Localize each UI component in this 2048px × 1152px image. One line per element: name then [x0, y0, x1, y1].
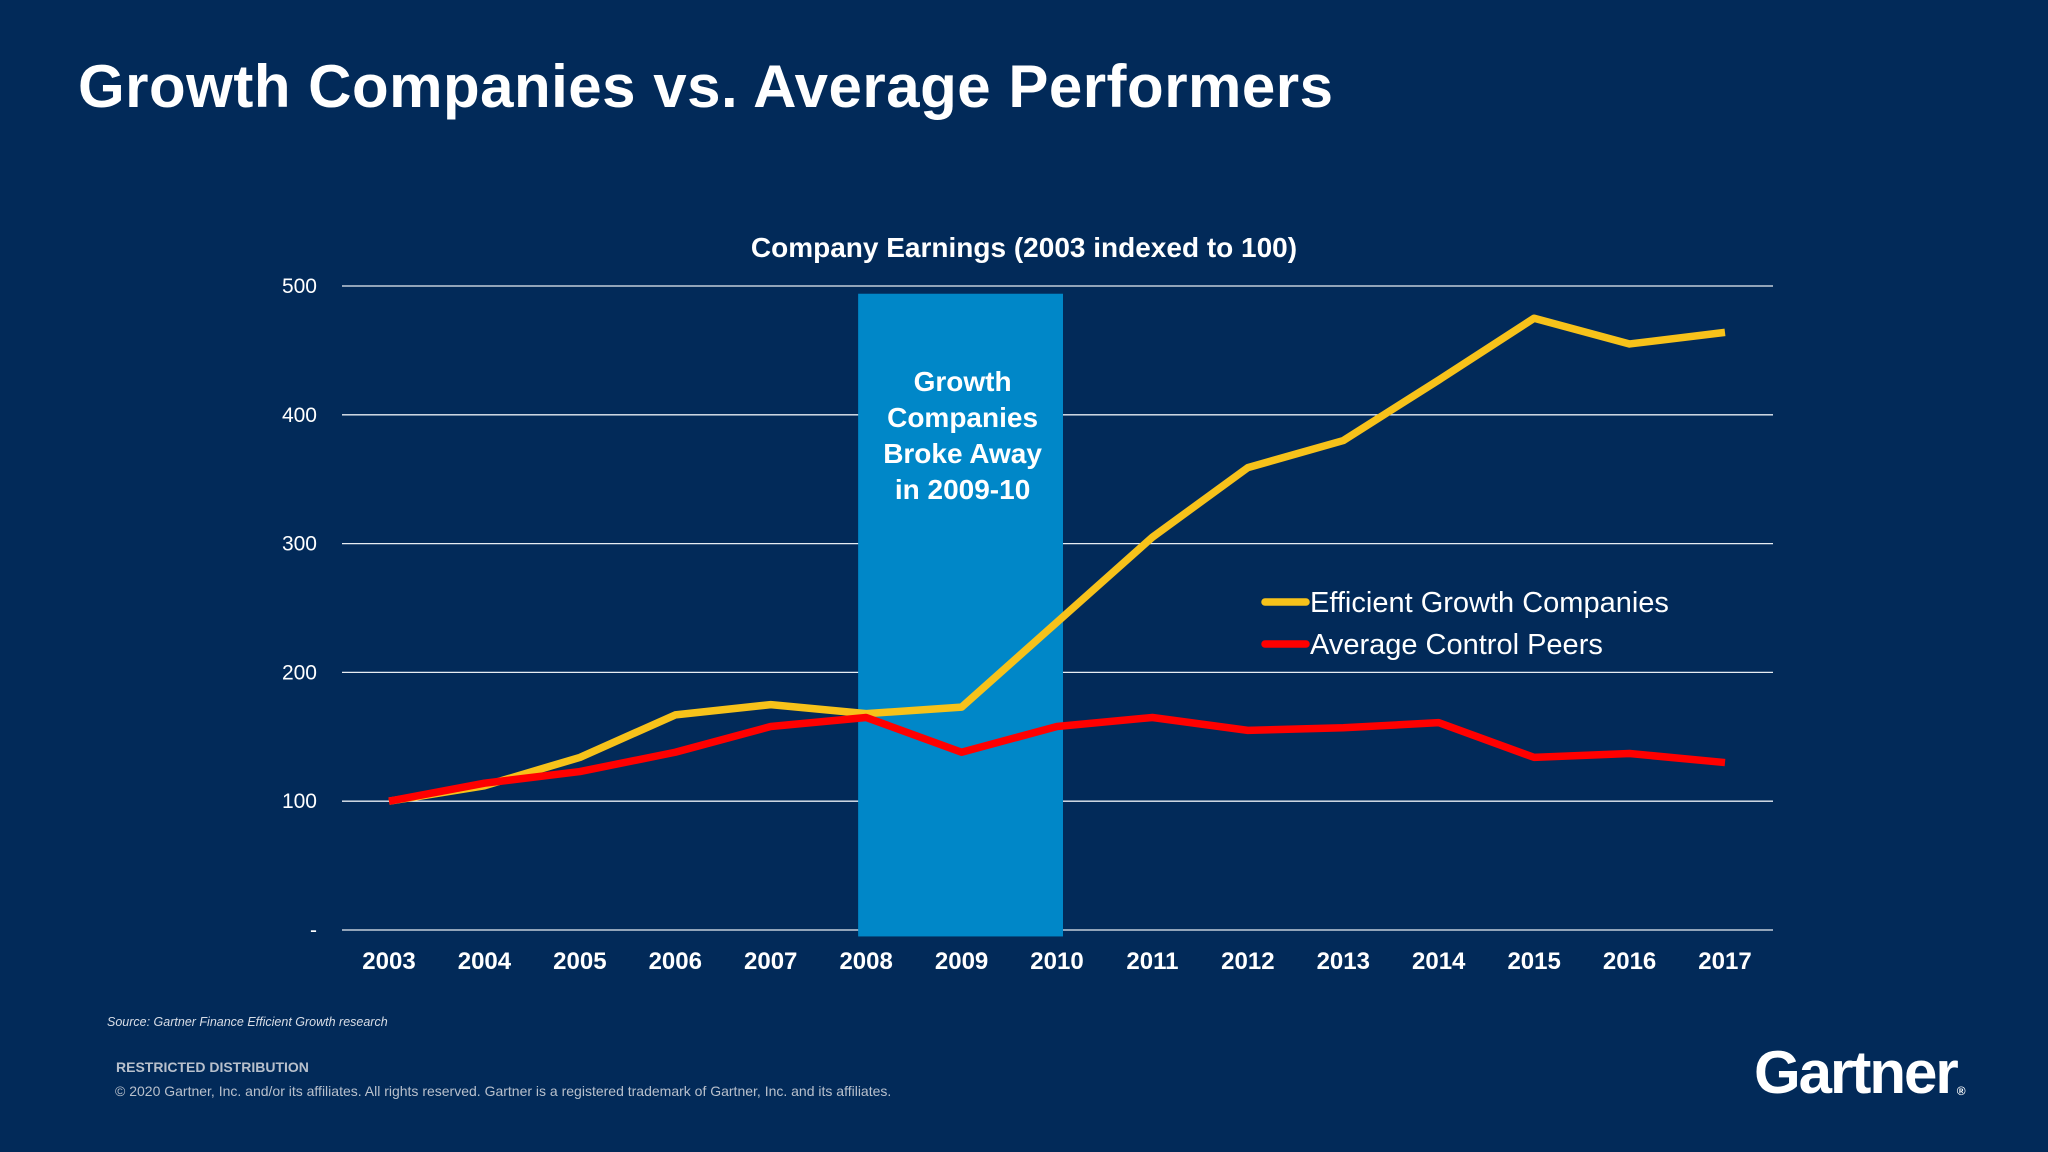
- chart-title: Company Earnings (2003 indexed to 100): [751, 232, 1297, 263]
- copyright-notice: © 2020 Gartner, Inc. and/or its affiliat…: [115, 1083, 892, 1099]
- y-tick-label: 300: [282, 533, 317, 556]
- y-tick-label: 200: [282, 661, 317, 684]
- restricted-label: RESTRICTED DISTRIBUTION: [116, 1059, 309, 1075]
- gartner-logo: Gartner®: [1754, 1038, 1966, 1107]
- source-note: Source: Gartner Finance Efficient Growth…: [107, 1015, 388, 1029]
- x-tick-label: 2010: [1030, 948, 1083, 975]
- y-tick-label: 400: [282, 404, 317, 427]
- x-tick-label: 2009: [935, 948, 988, 975]
- x-tick-label: 2015: [1507, 948, 1560, 975]
- y-tick-label: -: [310, 919, 317, 942]
- slide-title: Growth Companies vs. Average Performers: [78, 53, 1334, 120]
- logo-text: Gartner: [1754, 1039, 1959, 1106]
- x-tick-label: 2012: [1221, 948, 1274, 975]
- logo-registered-mark: ®: [1956, 1084, 1966, 1098]
- band-annotation-line: Broke Away: [883, 438, 1042, 469]
- x-tick-label: 2016: [1603, 948, 1656, 975]
- legend-label: Efficient Growth Companies: [1310, 587, 1669, 619]
- x-tick-label: 2013: [1317, 948, 1370, 975]
- band-annotation-line: Companies: [887, 402, 1038, 433]
- band-annotation-line: in 2009-10: [895, 474, 1030, 505]
- x-tick-label: 2004: [458, 948, 512, 975]
- y-tick-label: 100: [282, 790, 317, 813]
- x-tick-label: 2006: [649, 948, 702, 975]
- x-tick-label: 2014: [1412, 948, 1466, 975]
- x-tick-label: 2003: [362, 948, 415, 975]
- legend-label: Average Control Peers: [1310, 629, 1603, 661]
- x-tick-label: 2008: [839, 948, 892, 975]
- x-tick-label: 2011: [1126, 948, 1178, 975]
- x-tick-label: 2005: [553, 948, 606, 975]
- y-tick-label: 500: [282, 275, 317, 298]
- x-tick-label: 2007: [744, 948, 797, 975]
- highlight-band: [858, 293, 1063, 937]
- band-annotation-line: Growth: [914, 366, 1012, 397]
- x-tick-label: 2017: [1698, 948, 1751, 975]
